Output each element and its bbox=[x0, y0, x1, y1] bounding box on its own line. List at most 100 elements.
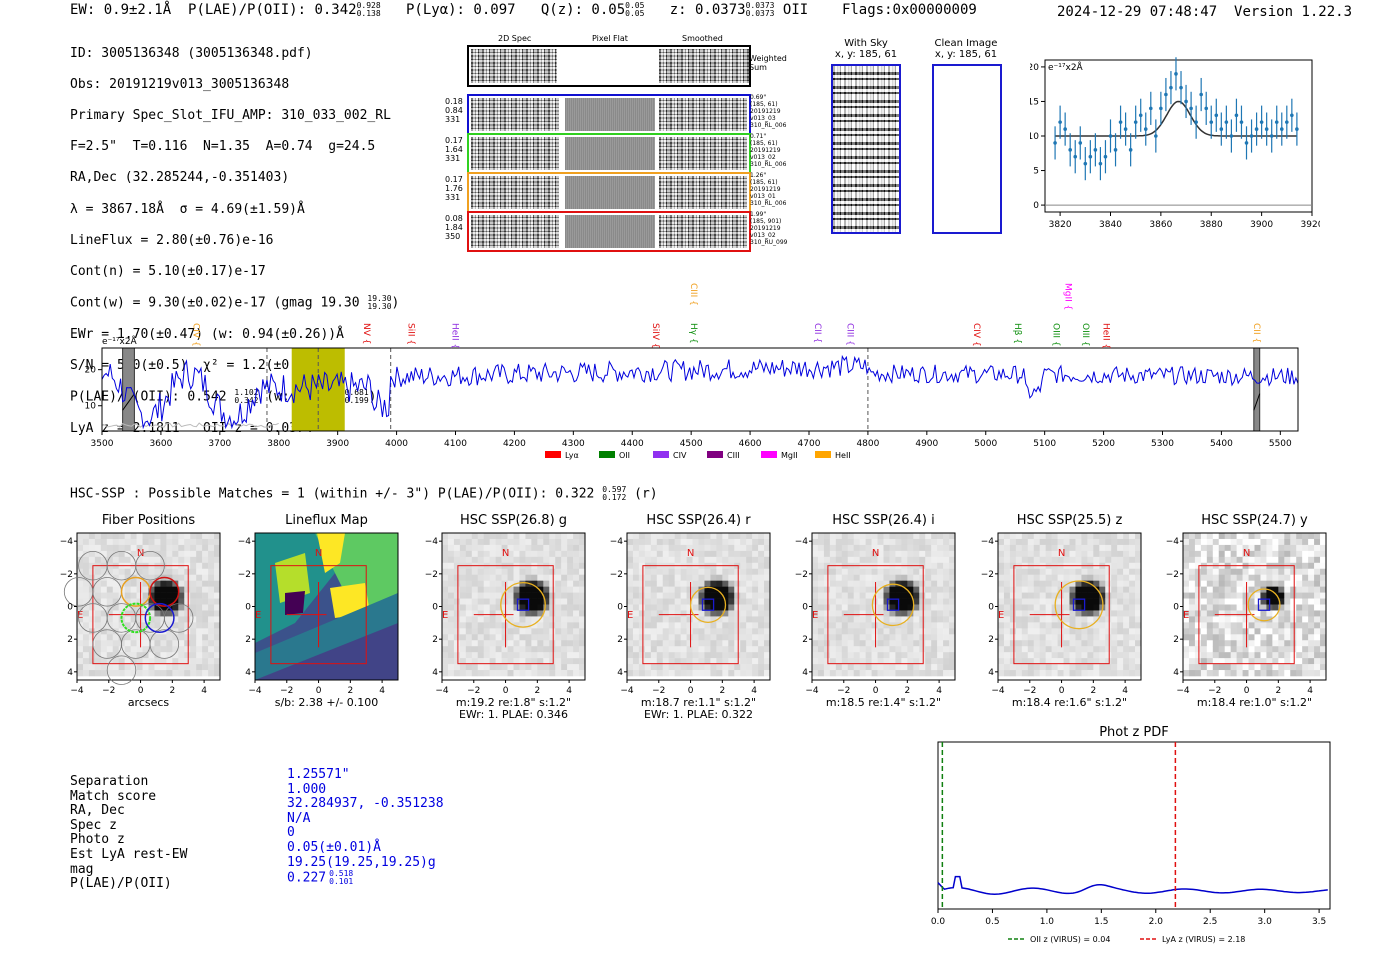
hsc-pixel bbox=[1135, 628, 1142, 635]
hsc-pixel bbox=[734, 550, 741, 558]
info-plae-hi: 1.102 bbox=[234, 388, 259, 398]
hsc-pixel bbox=[459, 610, 467, 617]
hsc-pixel bbox=[106, 580, 114, 587]
hsc-pixel bbox=[829, 592, 837, 599]
hsc-pixel bbox=[1069, 580, 1076, 587]
hsc-pixel bbox=[1206, 556, 1214, 564]
hsc-pixel bbox=[1117, 586, 1124, 593]
hsc-pixel bbox=[728, 610, 735, 617]
fit-data-point bbox=[1194, 120, 1198, 124]
hsc-pixel bbox=[704, 604, 711, 611]
fit-data-point bbox=[1290, 113, 1294, 118]
hsc-pixel bbox=[118, 568, 125, 576]
hsc-pixel bbox=[627, 622, 634, 629]
hsc-pixel bbox=[1105, 664, 1112, 671]
hsc-pixel bbox=[1284, 550, 1291, 558]
hsc-pixel bbox=[1015, 550, 1023, 558]
hsc-pixel bbox=[1314, 556, 1321, 564]
hsc-pixel bbox=[88, 628, 96, 635]
hsc-pixel bbox=[1015, 664, 1023, 671]
hsc-pixel bbox=[190, 556, 197, 564]
hsc-pixel bbox=[573, 652, 580, 659]
hsc-pixel bbox=[907, 670, 914, 677]
hsc-pixel bbox=[627, 574, 634, 581]
hsc-xtick-label: 0 bbox=[1244, 686, 1250, 696]
hsc-pixel bbox=[871, 580, 878, 587]
hsc-pixel bbox=[513, 664, 520, 671]
hsc-pixel bbox=[142, 550, 149, 558]
hsc-pixel bbox=[937, 586, 944, 593]
hsc-pixel bbox=[1009, 598, 1017, 605]
hsc-pixel bbox=[190, 604, 197, 611]
hsc-pixel bbox=[859, 652, 866, 659]
hsc-pixel bbox=[1087, 544, 1094, 552]
hsc-pixel bbox=[919, 610, 926, 617]
hsc-ytick-label: −2 bbox=[1166, 570, 1179, 580]
hsc-xtick-label: −2 bbox=[652, 686, 665, 696]
hsc-pixel bbox=[100, 586, 108, 593]
spec-line-marker: SiIV { bbox=[650, 323, 660, 349]
match-label: Photo z bbox=[70, 832, 125, 848]
hsc-pixel bbox=[1087, 586, 1094, 593]
hsc-pixel bbox=[196, 568, 203, 576]
hsc-pixel bbox=[453, 562, 461, 570]
hsc-pixel bbox=[746, 580, 753, 587]
hsc-pixel bbox=[178, 670, 185, 677]
hsc-pixel bbox=[680, 664, 687, 671]
hsc-pixel bbox=[477, 533, 485, 540]
hsc-pixel bbox=[668, 622, 675, 629]
hsc-panel-caption: arcsecs bbox=[127, 696, 170, 709]
hsc-pixel bbox=[579, 550, 586, 558]
hsc-pixel bbox=[764, 634, 771, 641]
hsc-pixel bbox=[465, 592, 473, 599]
hsc-pixel bbox=[483, 533, 490, 540]
hsc-pixel bbox=[1045, 592, 1052, 599]
hsc-pixel bbox=[764, 622, 771, 629]
hsc-pixel bbox=[573, 598, 580, 605]
hsc-pixel bbox=[877, 586, 884, 593]
hsc-pixel bbox=[1063, 544, 1070, 552]
hsc-pixel bbox=[442, 658, 449, 665]
hsc-pixel bbox=[1230, 664, 1237, 671]
hsc-pixel bbox=[656, 580, 664, 587]
weighted-2d-image bbox=[471, 49, 557, 83]
hsc-pixel bbox=[1099, 628, 1106, 635]
fit-xtick-label: 3900 bbox=[1250, 220, 1273, 230]
line-fit-chart: e⁻¹⁷x2Å38203840386038803900392005101520 bbox=[1030, 57, 1320, 230]
hsc-pixel bbox=[196, 634, 203, 641]
hsc-pixel bbox=[829, 664, 837, 671]
hsc-pixel bbox=[573, 640, 580, 647]
hsc-pixel bbox=[1194, 628, 1202, 635]
hsc-pixel bbox=[1183, 568, 1190, 576]
hsc-pixel bbox=[722, 658, 729, 665]
hsc-pixel bbox=[889, 544, 896, 552]
hsc-pixel bbox=[1135, 598, 1142, 605]
hsc-pixel bbox=[202, 658, 209, 665]
hsc-pixel bbox=[124, 568, 131, 576]
hsc-pixel bbox=[561, 574, 568, 581]
hsc-pixel bbox=[919, 568, 926, 576]
hsc-panel-title: HSC SSP(26.8) g bbox=[459, 513, 568, 528]
hsc-pixel bbox=[925, 658, 932, 665]
hsc-pixel bbox=[1296, 622, 1303, 629]
hsc-pixel bbox=[1224, 670, 1231, 677]
hsc-pixel bbox=[573, 610, 580, 617]
hsc-pixel bbox=[668, 670, 675, 677]
hsc-pixel bbox=[561, 658, 568, 665]
hsc-pixel bbox=[740, 574, 747, 581]
hsc-pixel bbox=[998, 640, 1005, 647]
hsc-pixel bbox=[1260, 544, 1267, 552]
hsc-pixel bbox=[764, 658, 771, 665]
hsc-pixel bbox=[1015, 604, 1023, 611]
hsc-pixel bbox=[710, 592, 717, 599]
hsc-pixel bbox=[895, 538, 902, 546]
hsc-pixel bbox=[1254, 544, 1261, 552]
hsc-pixel bbox=[184, 556, 191, 564]
hsc-pixel bbox=[172, 652, 179, 659]
hsc-pixel bbox=[1057, 550, 1064, 558]
hsc-pixel bbox=[812, 616, 819, 623]
hsc-xtick-label: −2 bbox=[102, 686, 115, 696]
hsc-pixel bbox=[925, 610, 932, 617]
hsc-pixel bbox=[1218, 664, 1226, 671]
hsc-pixel bbox=[1188, 634, 1196, 641]
